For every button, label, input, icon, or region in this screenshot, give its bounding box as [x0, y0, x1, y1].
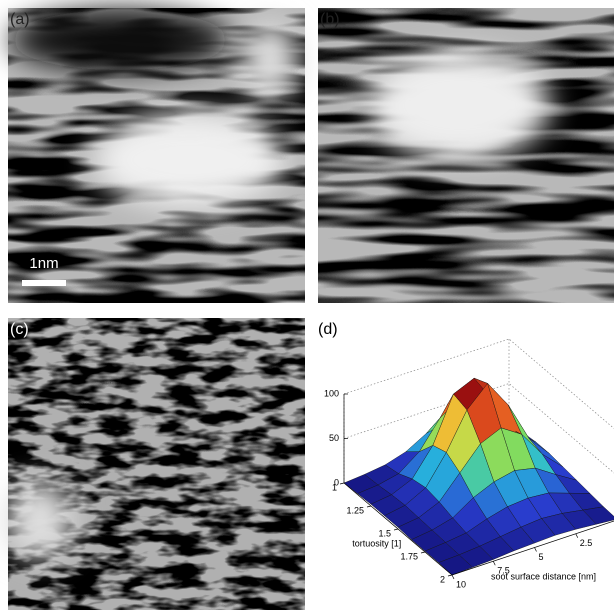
panel-label: (a): [10, 11, 30, 28]
panel-label: (b): [320, 11, 340, 28]
panel-label: (d): [318, 321, 338, 338]
figure: (a) 1nm (b) (c) (d) 05010011.251.51.7522…: [0, 0, 614, 610]
y-tick-label: 1.25: [346, 505, 364, 515]
panel-c: (c): [5, 318, 305, 610]
z-tick-label: 100: [324, 388, 339, 398]
tick-mark: [340, 483, 344, 484]
y-tick-label: 1: [332, 482, 337, 492]
x-axis-label: soot surface distance [nm]: [491, 571, 596, 581]
tick-mark: [535, 548, 537, 552]
panel-d: (d) 05010011.251.51.7522.557.510tortuosi…: [318, 321, 614, 589]
y-axis-label: tortuosity [1]: [352, 539, 401, 549]
tick-mark: [452, 575, 454, 579]
particle-a: [95, 112, 285, 208]
scale-bar-label: 1nm: [29, 255, 58, 272]
tick-mark: [576, 534, 578, 538]
x-tick-label: 2.5: [580, 538, 593, 548]
y-tick-label: 1.75: [400, 551, 418, 561]
tick-mark: [394, 529, 398, 530]
panel-a: (a) 1nm: [8, 8, 305, 303]
x-tick-label: 5: [539, 552, 544, 562]
x-tick-label: 10: [456, 579, 466, 589]
y-tick-label: 2: [440, 574, 445, 584]
fringes-c: [8, 318, 305, 610]
tick-mark: [493, 561, 495, 565]
panel-label: (c): [10, 321, 29, 338]
tick-mark: [421, 552, 425, 553]
z-tick-label: 50: [329, 433, 339, 443]
panel-b: (b): [318, 8, 614, 303]
page: (a) 1nm (b) (c) (d) 05010011.251.51.7522…: [0, 0, 614, 610]
dark-region-a: [10, 10, 230, 70]
bright-region-a: [240, 20, 300, 100]
bright-region-c: [5, 480, 75, 560]
y-tick-label: 1.5: [378, 528, 391, 538]
tick-mark: [448, 575, 452, 576]
scale-bar: [22, 280, 66, 286]
tick-mark: [367, 506, 371, 507]
particle-b: [370, 50, 550, 160]
